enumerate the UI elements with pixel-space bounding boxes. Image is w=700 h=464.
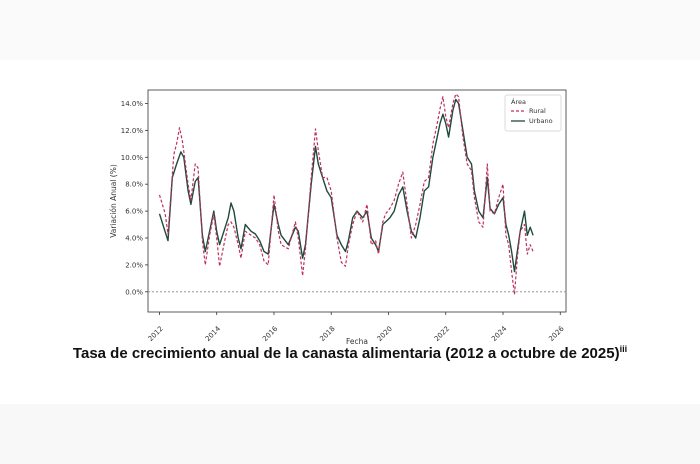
y-tick-label: 0.0% xyxy=(125,288,143,296)
x-tick-label: 2016 xyxy=(261,324,280,343)
legend-label-urbano: Urbano xyxy=(529,117,553,125)
legend-box xyxy=(504,94,562,132)
y-tick-label: 4.0% xyxy=(125,235,143,243)
x-tick-label: 2022 xyxy=(433,325,451,343)
y-tick-label: 10.0% xyxy=(121,154,144,162)
y-axis-label: Variación Anual (%) xyxy=(109,164,118,238)
x-tick-label: 2012 xyxy=(147,325,165,343)
x-tick-label: 2026 xyxy=(547,324,566,343)
x-tick-label: 2014 xyxy=(204,324,223,343)
y-tick-label: 8.0% xyxy=(125,181,143,189)
caption-text: Tasa de crecimiento anual de la canasta … xyxy=(72,345,620,362)
y-tick-label: 2.0% xyxy=(125,261,143,269)
legend-title: Área xyxy=(511,97,526,106)
x-tick-label: 2018 xyxy=(318,325,336,343)
x-tick-label: 2024 xyxy=(490,324,509,343)
bottom-margin xyxy=(0,404,700,464)
caption-superscript: iii xyxy=(619,344,628,354)
series-layer xyxy=(158,93,534,296)
line-chart: 0.0% 2.0% 4.0% 6.0% 8.0% 10.0% 12.0% 14.0% 2012 2… xyxy=(109,89,567,346)
series-line-urbano xyxy=(158,98,534,273)
plot-frame xyxy=(147,89,567,313)
figure-caption: Tasa de crecimiento anual de la canasta … xyxy=(0,344,700,362)
top-margin xyxy=(0,0,700,60)
y-tick-label: 14.0% xyxy=(121,100,144,108)
axes: 0.0% 2.0% 4.0% 6.0% 8.0% 10.0% 12.0% 14.0% 2012 2… xyxy=(109,89,567,346)
x-axis-label: Fecha xyxy=(346,337,368,346)
series-line-rural xyxy=(158,93,534,296)
y-tick-label: 6.0% xyxy=(125,208,143,216)
legend-label-rural: Rural xyxy=(529,107,546,115)
y-tick-label: 12.0% xyxy=(121,127,144,135)
x-tick-label: 2020 xyxy=(376,325,394,343)
